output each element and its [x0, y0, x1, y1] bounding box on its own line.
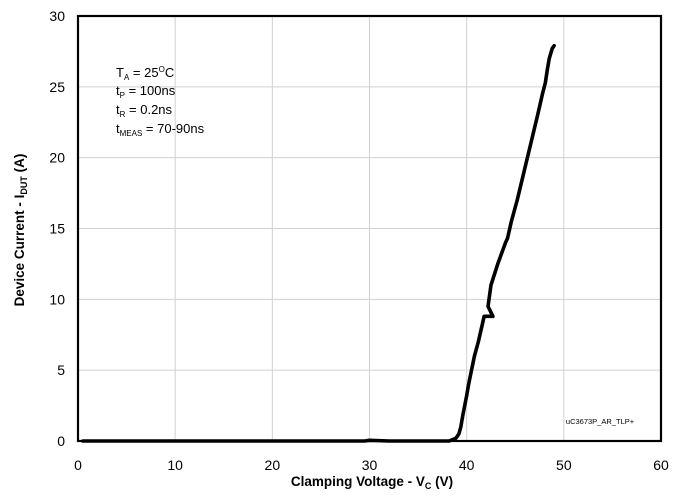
y-tick-label: 5 [57, 362, 65, 378]
plot-border [76, 14, 663, 443]
y-tick-label: 30 [49, 8, 65, 24]
x-tick-label: 60 [653, 457, 669, 473]
y-tick-label: 10 [49, 291, 65, 307]
y-tick-label: 25 [49, 79, 65, 95]
x-tick-label: 30 [362, 457, 378, 473]
x-tick-labels: 0 10 20 30 40 50 60 [74, 457, 669, 473]
y-tick-label: 0 [57, 433, 65, 449]
annotation-box: TA = 25OC tP = 100ns tR = 0.2ns tMEAS = … [116, 65, 205, 138]
x-tick-label: 20 [265, 457, 281, 473]
y-tick-label: 20 [49, 150, 65, 166]
y-tick-labels: 0 5 10 15 20 25 30 [49, 8, 65, 449]
x-axis-title: Clamping Voltage - VC (V) [291, 474, 453, 491]
x-tick-label: 40 [459, 457, 475, 473]
annotation-ta: TA = 25OC [116, 65, 174, 82]
y-tick-label: 15 [49, 221, 65, 237]
annotation-tmeas: tMEAS = 70-90ns [116, 121, 205, 138]
annotation-tr: tR = 0.2ns [116, 102, 173, 119]
x-tick-label: 0 [74, 457, 82, 473]
chart-id-label: uC3673P_AR_TLP+ [566, 417, 635, 426]
x-tick-label: 10 [167, 457, 183, 473]
x-tick-label: 50 [556, 457, 572, 473]
annotation-tp: tP = 100ns [116, 83, 176, 100]
y-axis-title: Device Current - IDUT (A) [12, 154, 29, 307]
